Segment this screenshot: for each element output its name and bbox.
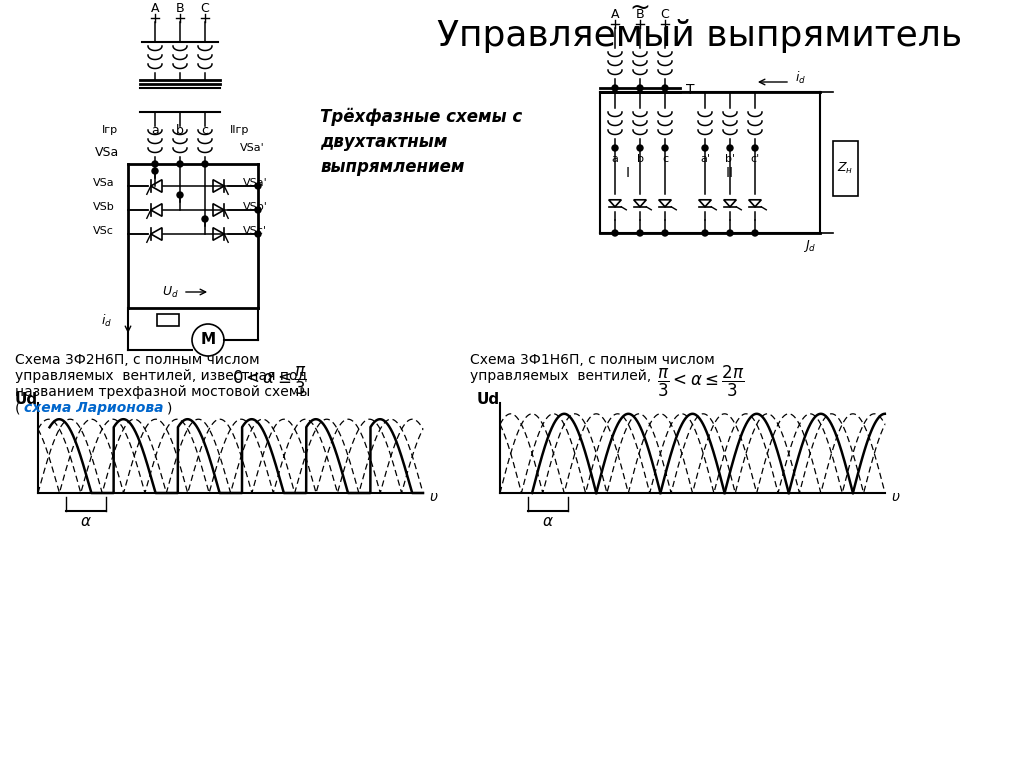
Text: $0 < \alpha \leq \dfrac{\pi}{3}$: $0 < \alpha \leq \dfrac{\pi}{3}$ [231,365,306,397]
Text: IIгр: IIгр [230,125,250,135]
Bar [157,314,179,326]
Text: схема Ларионова: схема Ларионова [24,401,164,415]
Text: $Z_н$: $Z_н$ [837,161,853,176]
Circle shape [177,161,183,167]
Circle shape [637,145,643,151]
Text: управляемых  вентилей,: управляемых вентилей, [470,369,651,383]
Text: M: M [201,333,216,347]
Text: Iгр: Iгр [102,125,118,135]
Circle shape [752,145,758,151]
Text: Ud: Ud [14,392,38,406]
Text: $U_d$: $U_d$ [162,284,178,300]
Text: управляемых  вентилей, известная под: управляемых вентилей, известная под [15,369,307,383]
Text: a': a' [700,154,710,164]
Text: VSa: VSa [95,147,119,160]
Text: $i_d$: $i_d$ [101,313,113,329]
Text: VSb: VSb [93,202,115,212]
Circle shape [637,85,643,91]
Circle shape [202,161,208,167]
Text: υ: υ [891,490,899,504]
Circle shape [255,207,261,213]
Circle shape [177,192,183,198]
Text: α: α [81,514,91,528]
Circle shape [752,230,758,236]
Text: Трёхфазные схемы с
двухтактным
выпрямлением: Трёхфазные схемы с двухтактным выпрямлен… [319,108,522,176]
Circle shape [152,168,158,174]
Circle shape [662,85,668,91]
Text: I: I [626,166,630,180]
Text: B: B [636,8,644,21]
Circle shape [255,183,261,189]
Text: ): ) [167,401,172,415]
Text: b: b [637,154,643,164]
Circle shape [152,161,158,167]
Text: VSc': VSc' [243,226,267,236]
Text: VSa': VSa' [243,178,267,188]
Circle shape [202,216,208,222]
Text: c: c [662,154,668,164]
Text: A: A [610,8,620,21]
Circle shape [727,145,733,151]
Circle shape [702,145,708,151]
Text: Схема 3Ф2Н6П, с полным числом: Схема 3Ф2Н6П, с полным числом [15,353,260,367]
Text: T: T [686,83,694,97]
Circle shape [612,85,618,91]
Text: α: α [543,514,553,528]
Circle shape [637,230,643,236]
Circle shape [662,145,668,151]
Text: Ud: Ud [476,392,500,406]
Text: II: II [726,166,734,180]
Text: Управляемый выпрямитель: Управляемый выпрямитель [437,19,963,53]
Circle shape [255,231,261,237]
Text: $J_d$: $J_d$ [804,238,817,254]
Text: $i_d$: $i_d$ [795,70,806,86]
Text: ~: ~ [630,0,650,20]
Text: VSa: VSa [93,178,115,188]
Text: c: c [202,124,209,137]
Circle shape [612,230,618,236]
Circle shape [727,230,733,236]
Text: VSb': VSb' [243,202,268,212]
Text: VSa': VSa' [240,143,265,153]
Text: названием трехфазной мостовой схемы: названием трехфазной мостовой схемы [15,385,310,399]
Text: a: a [611,154,618,164]
Text: a: a [152,124,159,137]
Text: A: A [151,2,160,15]
Text: b: b [176,124,184,137]
Text: VSc: VSc [93,226,114,236]
Text: $\dfrac{\pi}{3} < \alpha \leq \dfrac{2\pi}{3}$: $\dfrac{\pi}{3} < \alpha \leq \dfrac{2\p… [656,363,743,399]
Text: (: ( [15,401,20,415]
Text: C: C [201,2,209,15]
Circle shape [662,230,668,236]
Circle shape [612,145,618,151]
Text: b': b' [725,154,735,164]
Text: Схема 3Ф1Н6П, с полным числом: Схема 3Ф1Н6П, с полным числом [470,353,715,367]
Circle shape [702,230,708,236]
Text: B: B [176,2,184,15]
Text: υ: υ [429,490,437,504]
Text: C: C [660,8,670,21]
Bar [833,141,857,196]
Text: c': c' [751,154,760,164]
